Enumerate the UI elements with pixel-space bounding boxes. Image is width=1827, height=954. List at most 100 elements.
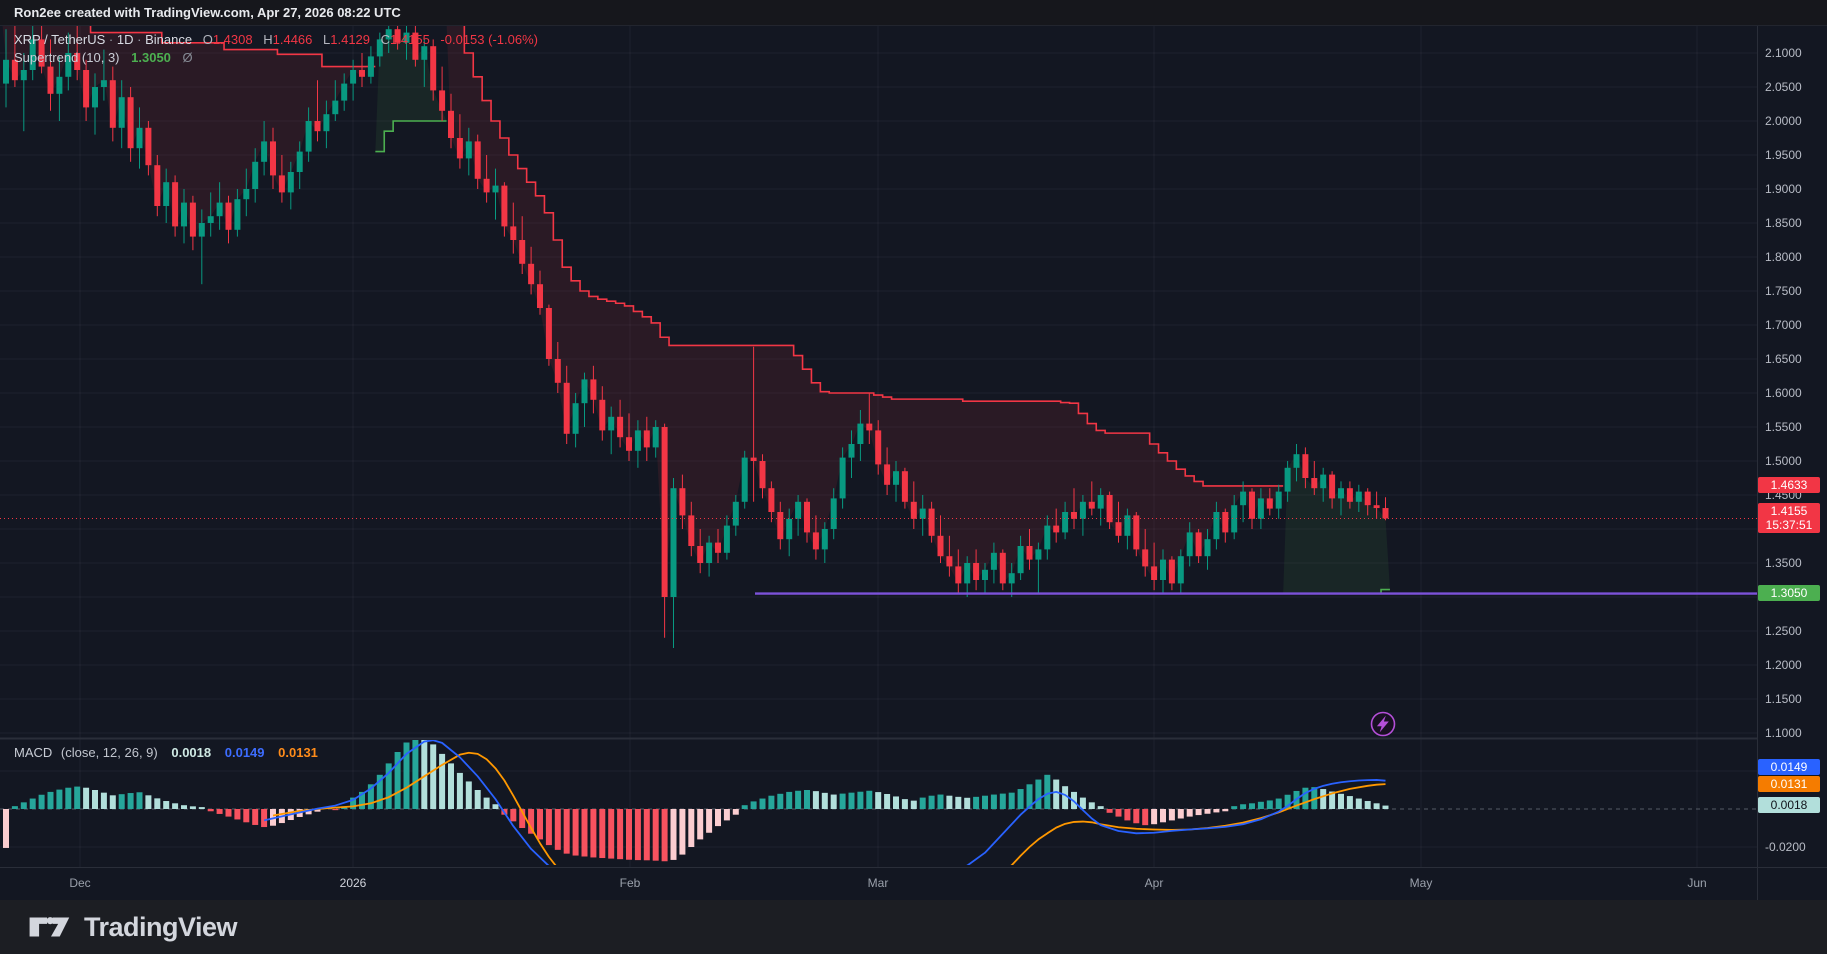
candle-body: [741, 457, 748, 502]
price-axis-label: 1.8000: [1765, 250, 1802, 264]
candle-body: [100, 80, 107, 87]
candle-body: [234, 199, 241, 230]
lightning-icon: [1376, 715, 1389, 733]
macd-histogram-bar: [216, 809, 223, 814]
price-axis-label: 1.1500: [1765, 692, 1802, 706]
macd-histogram-bar: [1035, 779, 1042, 809]
macd-histogram-bar: [723, 809, 730, 821]
macd-histogram-bar: [350, 797, 357, 809]
macd-histogram-bar: [821, 792, 828, 809]
attribution-bar: Ron2ee created with TradingView.com, Apr…: [0, 0, 1827, 25]
candle-body: [643, 430, 650, 448]
price-axis-label: 1.6500: [1765, 352, 1802, 366]
time-axis-label: Jun: [1687, 876, 1707, 890]
macd-histogram-bar: [225, 809, 232, 817]
candle-body: [350, 70, 357, 84]
macd-histogram-bar: [857, 791, 864, 809]
candle-body: [83, 70, 90, 108]
supertrend-title[interactable]: Supertrend (10, 3): [14, 50, 120, 65]
macd-legend-row[interactable]: MACD (close, 12, 26, 9) 0.0018 0.0149 0.…: [14, 745, 318, 760]
candle-body: [1293, 454, 1300, 468]
candle-body: [732, 501, 739, 526]
quick-trade-lightning-button[interactable]: [1370, 711, 1396, 737]
candle-body: [1106, 495, 1113, 523]
candle-body: [848, 444, 855, 458]
macd-histogram-bar: [1284, 794, 1291, 809]
candle-body: [56, 76, 63, 94]
candle-body: [786, 518, 793, 540]
macd-histogram-bar: [679, 809, 686, 855]
macd-histogram-bar: [759, 798, 766, 809]
candle-body: [29, 39, 36, 70]
candle-body: [1195, 532, 1202, 557]
macd-histogram-bar: [83, 787, 90, 809]
candle-body: [715, 542, 721, 553]
candle-body: [1382, 508, 1389, 519]
macd-histogram-bar: [528, 809, 535, 834]
candle-body: [545, 308, 552, 359]
macd-histogram-bar: [670, 809, 677, 860]
macd-histogram-bar: [1346, 796, 1353, 809]
candle-body: [590, 379, 597, 400]
close-label: C: [380, 32, 391, 47]
macd-histogram-bar: [510, 809, 517, 822]
supertrend-value: 1.3050: [131, 50, 171, 65]
symbol-legend-row[interactable]: XRP / TetherUS · 1D · Binance O1.4308 H1…: [14, 32, 538, 47]
supertrend-line-down: [89, 26, 376, 68]
exchange-label[interactable]: Binance: [145, 32, 193, 47]
interval-label[interactable]: 1D: [116, 32, 134, 47]
macd-histogram-bar: [189, 806, 196, 809]
macd-histogram-bar: [812, 791, 819, 809]
macd-title[interactable]: MACD: [14, 745, 53, 760]
candle-body: [1177, 556, 1184, 584]
macd-histogram-bar: [999, 793, 1006, 809]
macd-histogram-bar: [483, 797, 490, 809]
candle-body: [483, 178, 490, 193]
supertrend-legend-row[interactable]: Supertrend (10, 3) 1.3050 Ø: [14, 49, 538, 66]
tradingview-logo[interactable]: TradingView: [28, 910, 238, 944]
macd-histogram-bar: [1097, 806, 1104, 809]
macd-histogram-bar: [973, 796, 980, 809]
candle-body: [225, 202, 232, 230]
macd-histogram-bar: [65, 787, 72, 809]
candle-body: [314, 121, 321, 132]
macd-histogram-bar: [1382, 805, 1389, 809]
macd-histogram-bar: [830, 794, 837, 809]
macd-histogram-bar: [163, 801, 170, 809]
macd-histogram-bar: [1222, 809, 1229, 812]
price-level-badge: 1.3050: [1758, 585, 1820, 602]
candle-body: [1133, 515, 1140, 550]
macd-params: (close, 12, 26, 9): [60, 745, 158, 760]
low-label: L: [323, 32, 331, 47]
candle-body: [465, 141, 472, 159]
candle-body: [1053, 525, 1060, 533]
price-axis-label: 2.0500: [1765, 80, 1802, 94]
macd-histogram-bar: [1320, 789, 1327, 809]
tradingview-logo-icon: [29, 917, 70, 937]
candle-body: [626, 437, 632, 451]
candle-body: [456, 138, 463, 159]
macd-histogram-bar: [92, 790, 98, 809]
macd-histogram-bar: [599, 809, 606, 859]
macd-histogram-bar: [270, 809, 276, 826]
candle-body: [1222, 512, 1229, 533]
price-axis-label: 1.3500: [1765, 556, 1802, 570]
macd-histogram-bar: [305, 809, 312, 815]
macd-histogram-bar: [1195, 809, 1202, 816]
symbol-title[interactable]: XRP / TetherUS: [14, 32, 106, 47]
candle-body: [1115, 522, 1122, 536]
macd-histogram-bar: [1053, 779, 1060, 809]
price-axis-label: 1.9000: [1765, 182, 1802, 196]
macd-histogram-bar: [1231, 806, 1238, 809]
supertrend-source-icon[interactable]: Ø: [182, 50, 193, 65]
candle-body: [474, 141, 481, 179]
macd-histogram-bar: [937, 794, 944, 809]
macd-histogram-bar: [643, 809, 650, 861]
candle-body: [608, 416, 615, 431]
candle-body: [1355, 491, 1362, 502]
candle-body: [430, 46, 437, 91]
candle-body: [1186, 532, 1193, 557]
candle-body: [376, 39, 383, 57]
supertrend-line-down: [463, 26, 1284, 487]
